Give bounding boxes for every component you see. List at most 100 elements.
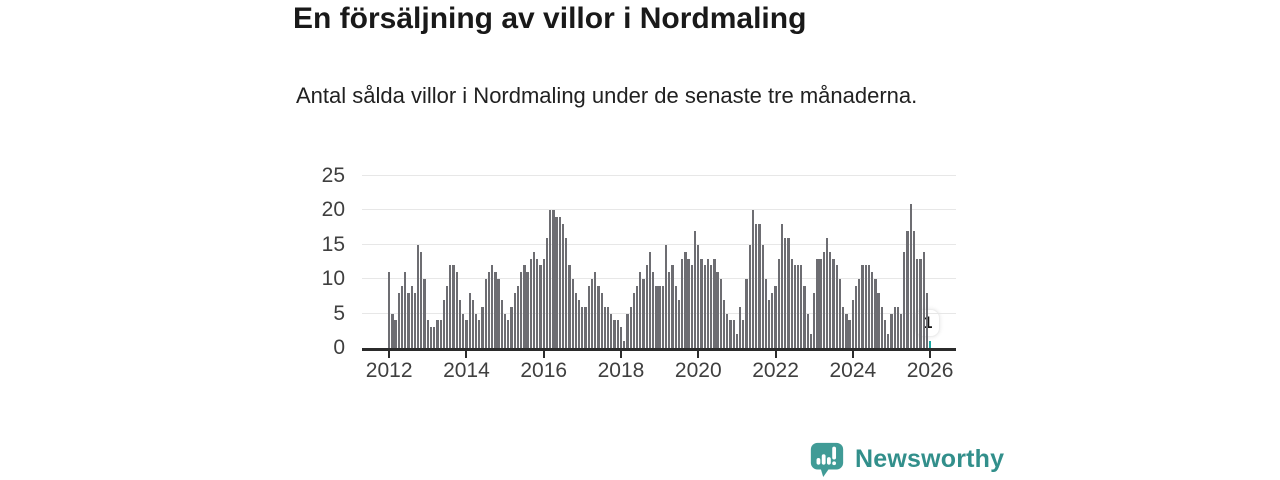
bar xyxy=(800,265,803,348)
y-tick-label: 5 xyxy=(333,301,345,325)
y-tick-label: 15 xyxy=(321,232,345,256)
gridline xyxy=(362,175,956,176)
bar xyxy=(883,320,887,348)
bar xyxy=(887,334,890,348)
bar xyxy=(433,327,436,348)
x-tick xyxy=(465,351,468,358)
y-tick-label: 20 xyxy=(321,198,345,222)
bar xyxy=(526,272,529,348)
bar xyxy=(532,251,536,348)
bar xyxy=(742,320,745,348)
bar xyxy=(645,265,648,348)
bar xyxy=(500,299,503,348)
bar xyxy=(635,286,639,348)
bar xyxy=(729,320,732,348)
x-tick-label: 2016 xyxy=(520,359,568,382)
bar xyxy=(655,286,658,348)
bar xyxy=(503,313,507,348)
bar xyxy=(439,320,442,348)
bar xyxy=(471,299,475,348)
bar xyxy=(577,299,581,348)
bar xyxy=(738,306,742,348)
bar xyxy=(394,320,397,348)
bar xyxy=(803,286,806,348)
bar xyxy=(623,341,626,348)
x-tick xyxy=(619,351,622,358)
gridline xyxy=(362,278,956,280)
bar xyxy=(735,334,739,348)
bar xyxy=(722,299,726,348)
x-tick-label: 2014 xyxy=(443,359,490,382)
bar xyxy=(906,231,909,348)
bar xyxy=(703,265,706,348)
bar xyxy=(619,327,623,348)
bar xyxy=(594,272,597,348)
bar xyxy=(674,286,677,348)
x-tick-label: 2018 xyxy=(597,359,645,382)
x-tick xyxy=(697,351,700,358)
bar xyxy=(458,299,462,348)
bar xyxy=(542,258,545,348)
bar xyxy=(919,258,922,348)
bar xyxy=(388,272,391,348)
bar xyxy=(677,299,681,348)
bar xyxy=(413,292,417,348)
x-tick-label: 2022 xyxy=(752,359,799,382)
bar xyxy=(497,279,500,348)
bar xyxy=(874,279,877,348)
bar xyxy=(816,258,819,348)
x-tick xyxy=(388,351,391,358)
bar xyxy=(842,306,845,348)
bar xyxy=(687,258,690,348)
bar xyxy=(436,320,439,348)
bar xyxy=(610,313,613,348)
bar xyxy=(574,292,578,348)
x-tick xyxy=(542,351,545,358)
newsworthy-logo-text: Newsworthy xyxy=(855,444,1005,473)
bar xyxy=(426,320,429,348)
bar xyxy=(848,320,851,348)
bar xyxy=(507,320,510,348)
bar xyxy=(790,258,793,348)
bar xyxy=(787,237,790,348)
bar xyxy=(558,217,561,348)
bar xyxy=(867,265,871,348)
bar xyxy=(684,251,687,348)
newsworthy-logo-icon xyxy=(810,442,844,478)
x-tick-label: 2020 xyxy=(674,359,722,382)
bar xyxy=(780,224,784,348)
bar xyxy=(909,203,912,348)
x-tick xyxy=(929,351,932,358)
bar xyxy=(539,265,542,348)
bar xyxy=(629,306,632,348)
bar xyxy=(597,286,600,348)
bar xyxy=(700,258,703,348)
bar xyxy=(545,237,549,348)
x-tick xyxy=(774,351,777,358)
bar xyxy=(829,251,832,348)
bar xyxy=(693,231,697,348)
x-tick xyxy=(851,351,854,358)
bar xyxy=(899,313,903,348)
bar xyxy=(858,279,861,348)
bar xyxy=(423,279,426,348)
bar xyxy=(922,251,925,348)
bar xyxy=(903,251,906,348)
bar xyxy=(652,272,655,348)
bar xyxy=(429,327,433,348)
bar xyxy=(761,244,764,348)
bar xyxy=(626,313,629,348)
x-tick-label: 2012 xyxy=(365,359,413,382)
bar xyxy=(581,306,584,348)
bar xyxy=(916,258,919,348)
bar xyxy=(561,224,565,348)
bar xyxy=(681,258,684,348)
bar xyxy=(880,306,883,348)
bar xyxy=(819,258,822,348)
bar xyxy=(748,244,751,348)
bar xyxy=(661,286,664,348)
bar xyxy=(890,313,893,348)
bar xyxy=(664,244,668,348)
bar xyxy=(845,313,848,348)
gridline xyxy=(362,209,956,211)
